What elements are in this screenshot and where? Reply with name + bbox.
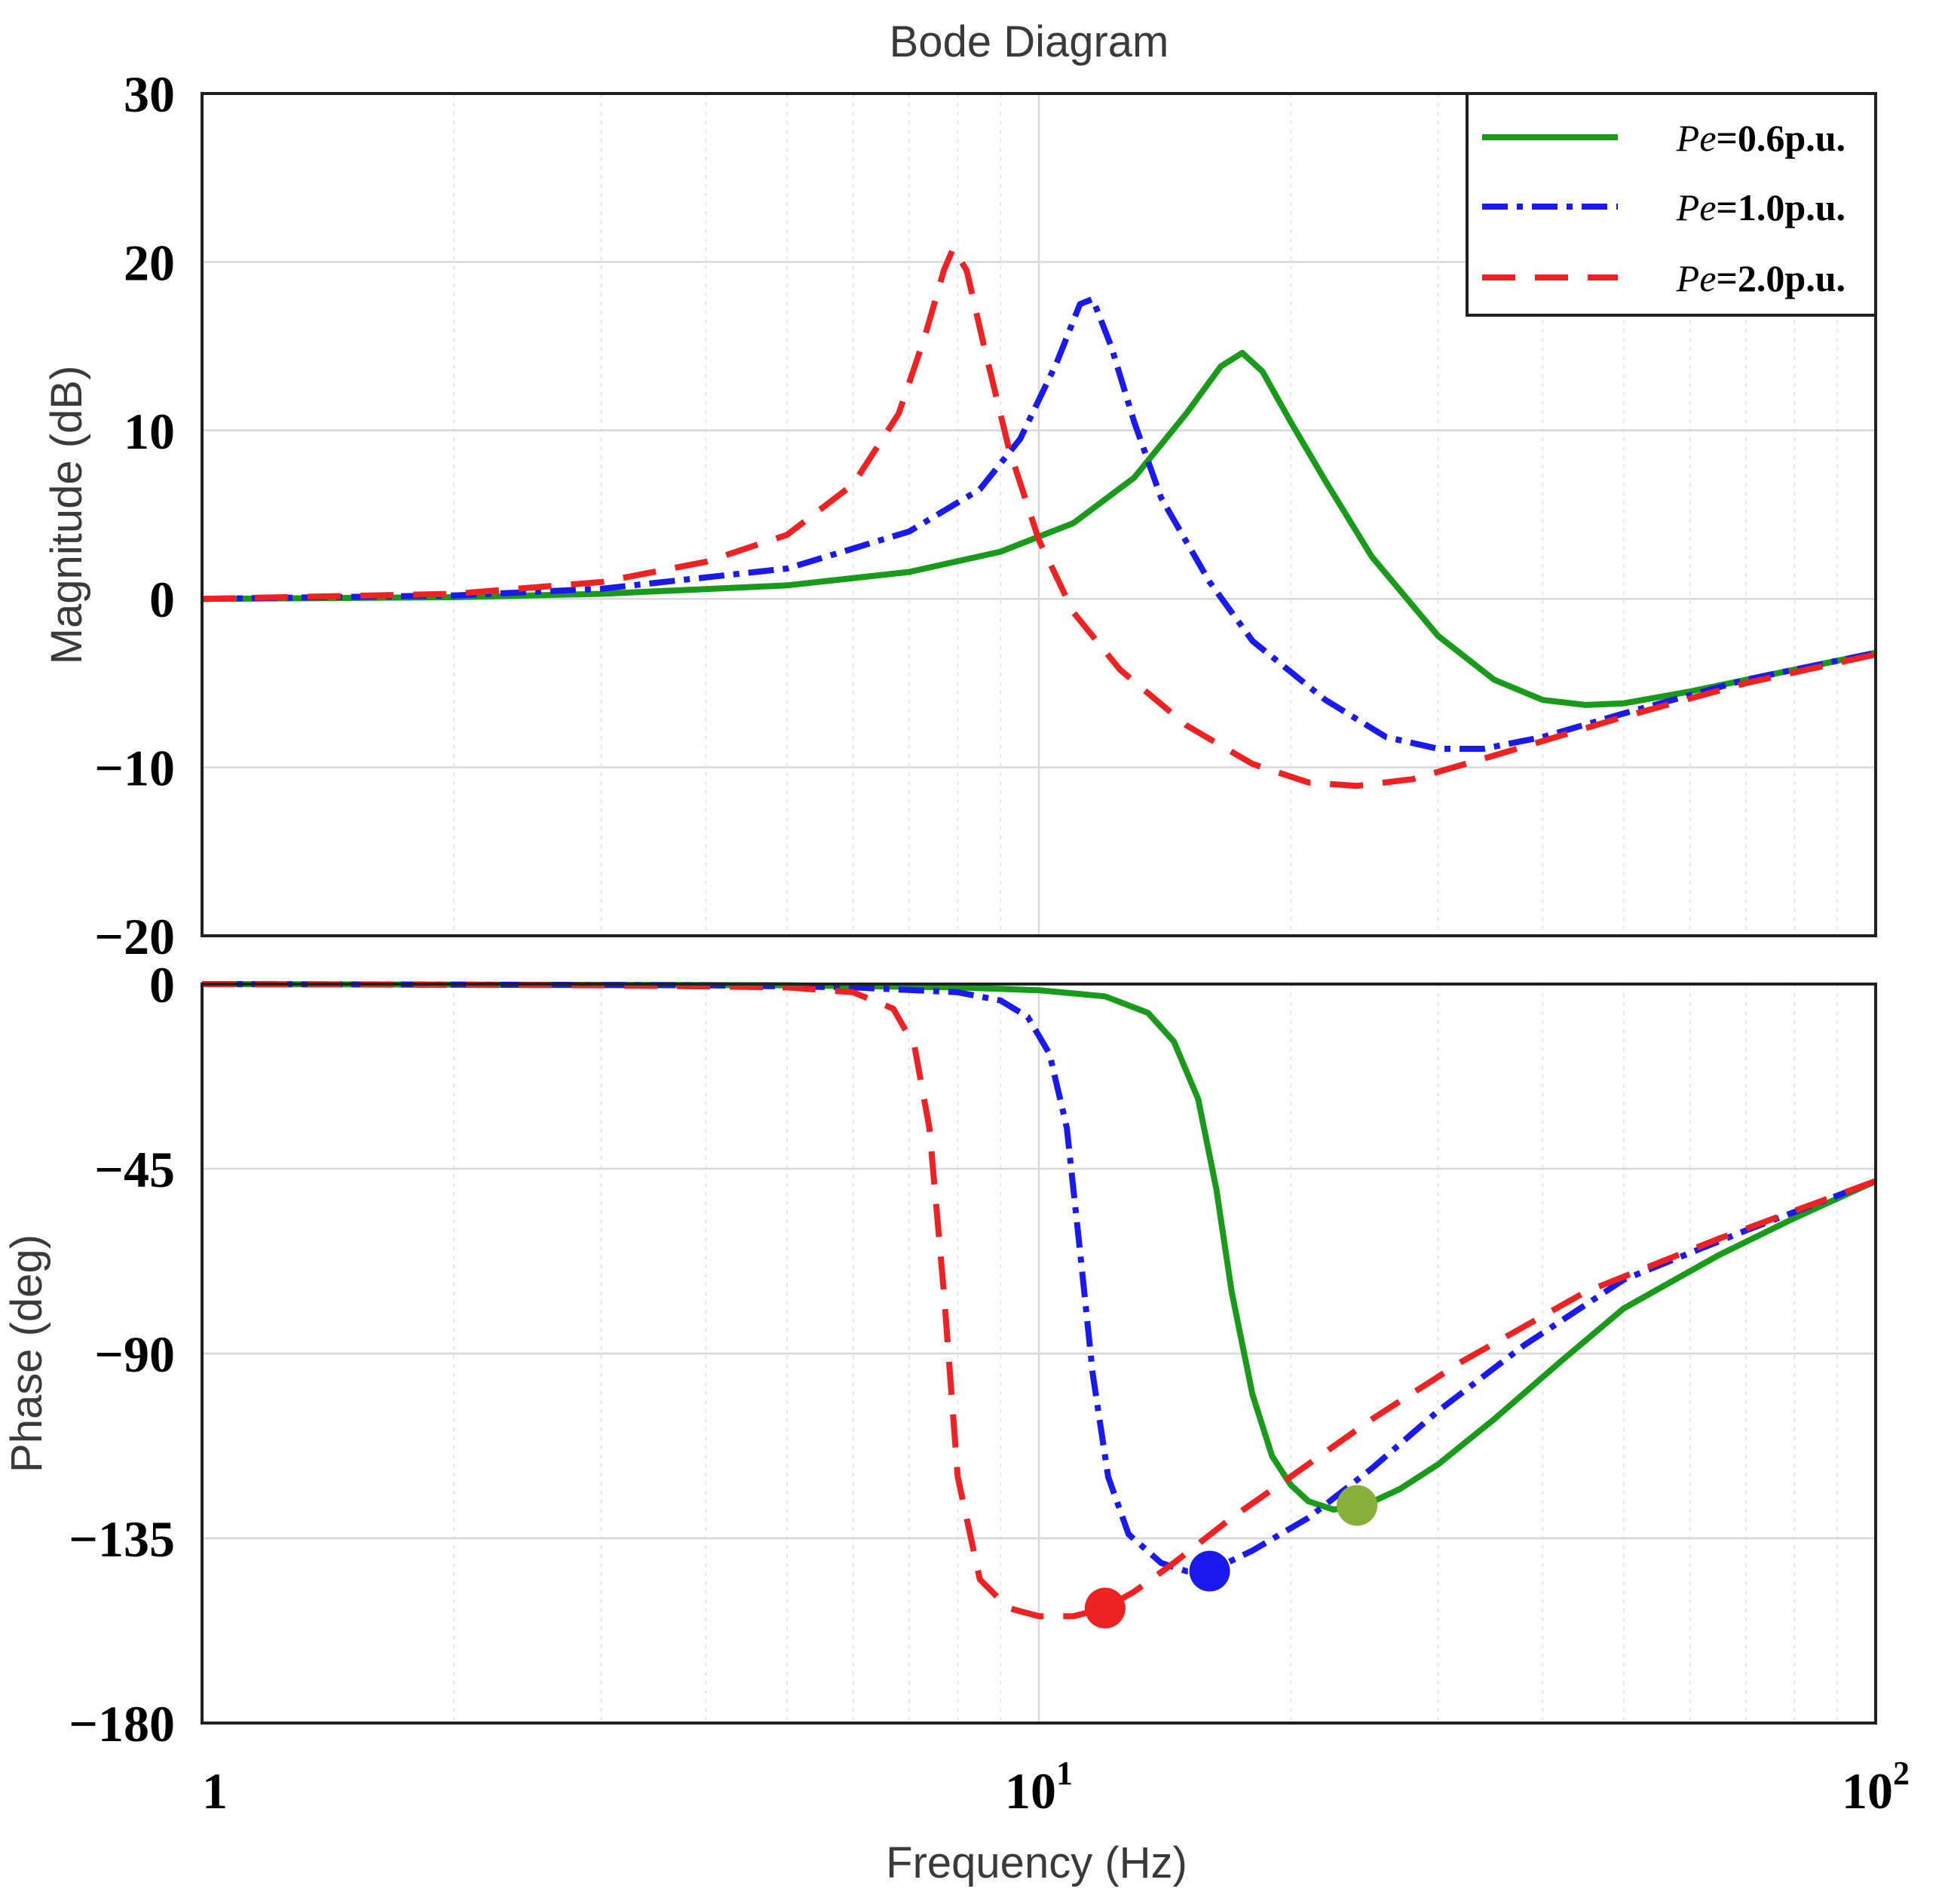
- magnitude-series-0: [201, 350, 1876, 708]
- magnitude-series-2: [201, 245, 1876, 790]
- phase-series-0: [201, 981, 1877, 1513]
- chart-title: Bode Diagram: [890, 17, 1169, 66]
- legend-label-0-prefix: Pe: [1676, 117, 1717, 159]
- magnitude-series-1: [201, 296, 1876, 752]
- magnitude-y-ticks: 30 20 10 0 −10 −20: [94, 66, 175, 965]
- phase-grid: [202, 983, 1876, 1725]
- x-tick-label-exponent: 2: [1893, 1755, 1910, 1792]
- legend: Pe=0.6p.u. Pe=1.0p.u. Pe=2.0p.u.: [1466, 92, 1877, 317]
- phase-y-tick-label: −45: [94, 1141, 175, 1198]
- legend-label-0: Pe=0.6p.u.: [1676, 117, 1846, 159]
- phase-y-tick-label: −135: [69, 1510, 175, 1568]
- phase-series-2: [201, 981, 1877, 1620]
- phase-y-tick-label: −180: [69, 1695, 175, 1752]
- phase-markers: [1084, 1485, 1378, 1629]
- x-tick-label: 102: [1842, 1755, 1910, 1820]
- phase-y-tick-label: 0: [149, 956, 175, 1013]
- legend-entry-0: Pe=0.6p.u.: [1482, 117, 1846, 159]
- x-tick-labels: 1 101 102: [202, 1755, 1910, 1820]
- magnitude-subplot: 30 20 10 0 −10 −20 Magnitude (dB): [42, 66, 1877, 965]
- magnitude-y-tick-label: 20: [124, 234, 175, 291]
- phase-y-ticks: 0 −45 −90 −135 −180: [69, 956, 175, 1752]
- legend-label-2: Pe=2.0p.u.: [1676, 257, 1846, 299]
- legend-label-2-suffix: =2.0p.u.: [1716, 257, 1846, 299]
- x-tick-label: 1: [202, 1762, 228, 1820]
- magnitude-y-tick-label: 0: [149, 571, 175, 628]
- magnitude-y-axis-label: Magnitude (dB): [42, 366, 91, 665]
- legend-entry-1: Pe=1.0p.u.: [1482, 186, 1846, 228]
- legend-label-1: Pe=1.0p.u.: [1676, 186, 1846, 228]
- phase-subplot: 0 −45 −90 −135 −180 Phase (deg): [2, 956, 1877, 1752]
- phase-series-1: [201, 981, 1877, 1574]
- magnitude-frame: [201, 92, 1877, 937]
- legend-entry-2: Pe=2.0p.u.: [1482, 257, 1846, 299]
- magnitude-y-tick-label: 30: [124, 66, 175, 123]
- x-tick-label-exponent: 1: [1056, 1755, 1073, 1792]
- legend-label-1-suffix: =1.0p.u.: [1716, 186, 1846, 228]
- phase-marker-0: [1337, 1485, 1378, 1526]
- phase-marker-2: [1084, 1587, 1126, 1629]
- magnitude-y-tick-label: −20: [94, 908, 175, 965]
- magnitude-y-tick-label: 10: [124, 403, 175, 460]
- x-tick-label: 101: [1005, 1755, 1073, 1820]
- phase-frame: [201, 983, 1877, 1725]
- phase-series: [201, 981, 1877, 1620]
- legend-label-1-prefix: Pe: [1676, 186, 1717, 228]
- magnitude-series: [201, 245, 1876, 790]
- phase-y-axis-label: Phase (deg): [2, 1234, 51, 1473]
- phase-marker-1: [1189, 1550, 1230, 1592]
- legend-label-0-suffix: =0.6p.u.: [1716, 117, 1846, 159]
- x-axis-label: Frequency (Hz): [886, 1838, 1187, 1887]
- legend-label-2-prefix: Pe: [1676, 257, 1717, 299]
- magnitude-y-tick-label: −10: [94, 740, 175, 797]
- phase-y-tick-label: −90: [94, 1326, 175, 1383]
